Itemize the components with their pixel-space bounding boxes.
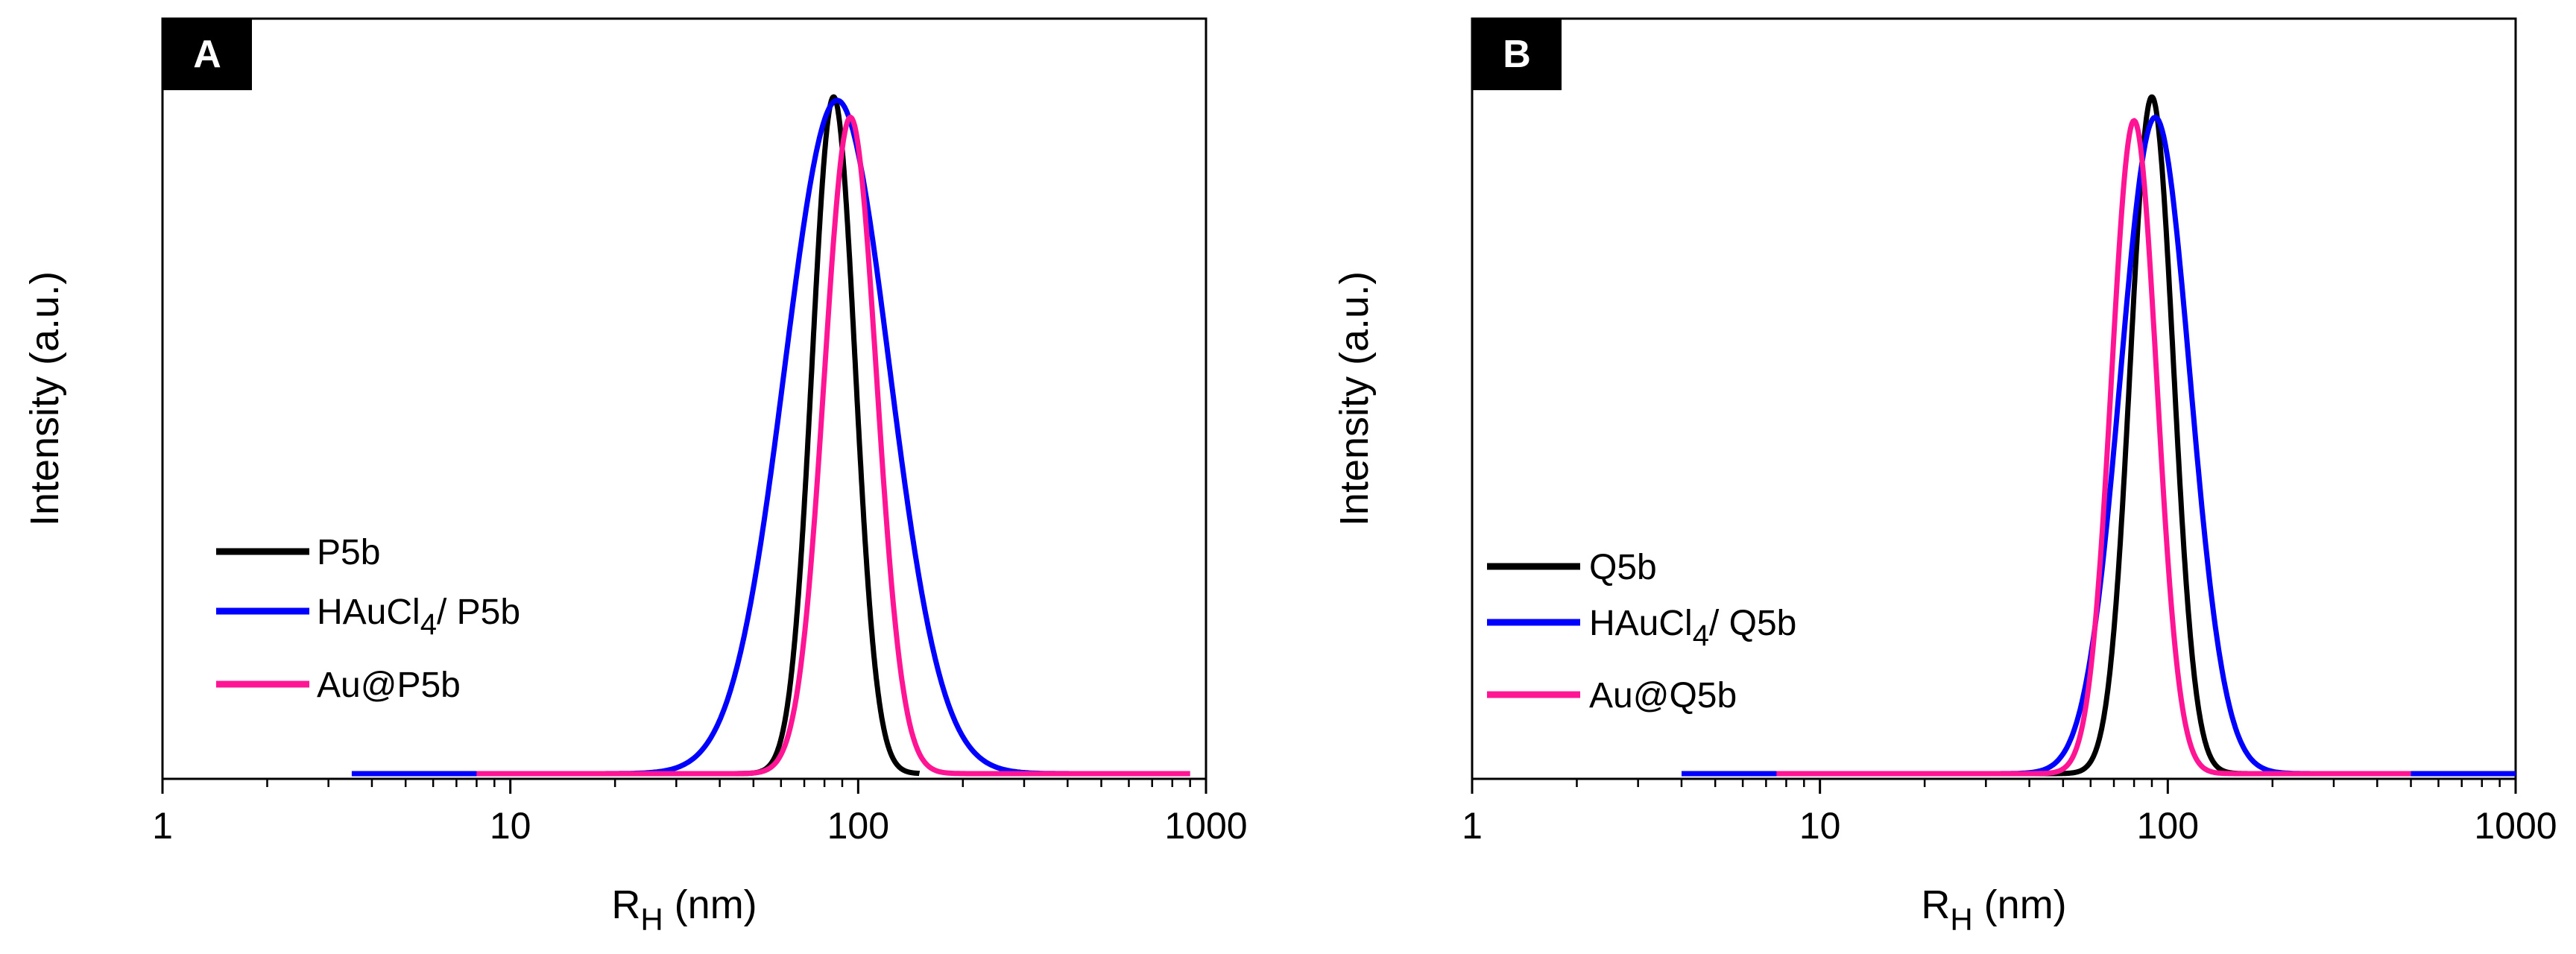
legend-item-haucl4-p5b: HAuCl4/ P5b [216, 593, 520, 641]
x-axis-title: RH (nm) [611, 882, 757, 937]
series-line-haucl4-q5b [1680, 114, 2517, 777]
legend-label-main: Au@Q5b [1589, 676, 1737, 716]
legend-item-au-p5b: Au@P5b [216, 666, 461, 705]
legend-label: Au@P5b [317, 666, 461, 705]
legend-label-subscript: 4 [1693, 619, 1709, 652]
panel-label-box [162, 19, 252, 90]
x-axis-title-unit: (nm) [663, 882, 757, 927]
panel-a: A 1 10 100 1000 Intensity (a.u.) RH (nm) P5… [22, 17, 1248, 937]
legend-item-q5b: Q5b [1487, 548, 1657, 587]
plot-frame [161, 17, 1208, 780]
legend-label-main: HAuCl [1589, 604, 1693, 643]
legend-label: HAuCl4/ Q5b [1589, 604, 1796, 652]
x-axis-title-main: R [1921, 882, 1950, 927]
series-line-au-p5b [475, 114, 1192, 777]
x-tick-label: 100 [827, 805, 889, 847]
curves [1680, 94, 2517, 777]
panel-label: B [1503, 33, 1531, 76]
x-tick-label: 1000 [2474, 805, 2557, 847]
panel-label-box [1472, 19, 1562, 90]
legend-label: P5b [317, 533, 380, 572]
x-axis-title-subscript: H [1950, 902, 1972, 937]
x-ticks: 1 10 100 1000 [152, 779, 1248, 847]
x-ticks: 1 10 100 1000 [1462, 779, 2557, 847]
legend-label-main: Au@P5b [317, 666, 461, 705]
legend-label-main: Q5b [1589, 548, 1657, 587]
y-axis-title: Intensity (a.u.) [1332, 271, 1377, 526]
legend-label-suffix: / P5b [437, 593, 520, 632]
legend-label-main: P5b [317, 533, 380, 572]
series-line-au-q5b [1775, 118, 2413, 777]
legend-label-subscript: 4 [420, 608, 437, 641]
x-axis-title-unit: (nm) [1973, 882, 2067, 927]
plot-frame [1471, 17, 2517, 780]
x-tick-label: 1000 [1164, 805, 1247, 847]
legend-label-suffix: / Q5b [1709, 604, 1796, 643]
curves [350, 94, 1192, 777]
legend-label: HAuCl4/ P5b [317, 593, 520, 641]
legend: Q5b HAuCl4/ Q5b Au@Q5b [1487, 548, 1796, 716]
x-tick-label: 1 [152, 805, 173, 847]
panel-label: A [193, 33, 221, 76]
x-tick-label: 10 [490, 805, 531, 847]
panel-b: B 1 10 100 1000 Intensity (a.u.) RH (nm) Q5… [1332, 17, 2557, 937]
legend-label-main: HAuCl [317, 593, 420, 632]
x-axis-title-subscript: H [640, 902, 663, 937]
x-tick-label: 10 [1799, 805, 1841, 847]
x-tick-label: 1 [1462, 805, 1483, 847]
x-axis-title: RH (nm) [1921, 882, 2066, 937]
legend-label: Au@Q5b [1589, 676, 1737, 716]
legend-item-p5b: P5b [216, 533, 380, 572]
x-tick-label: 100 [2137, 805, 2199, 847]
x-axis-title-main: R [611, 882, 640, 927]
legend-label: Q5b [1589, 548, 1657, 587]
legend-item-au-q5b: Au@Q5b [1487, 676, 1737, 716]
legend: P5b HAuCl4/ P5b Au@P5b [216, 533, 520, 705]
y-axis-title: Intensity (a.u.) [22, 271, 67, 526]
series-line-haucl4-p5b [350, 98, 1191, 777]
legend-item-haucl4-q5b: HAuCl4/ Q5b [1487, 604, 1796, 652]
